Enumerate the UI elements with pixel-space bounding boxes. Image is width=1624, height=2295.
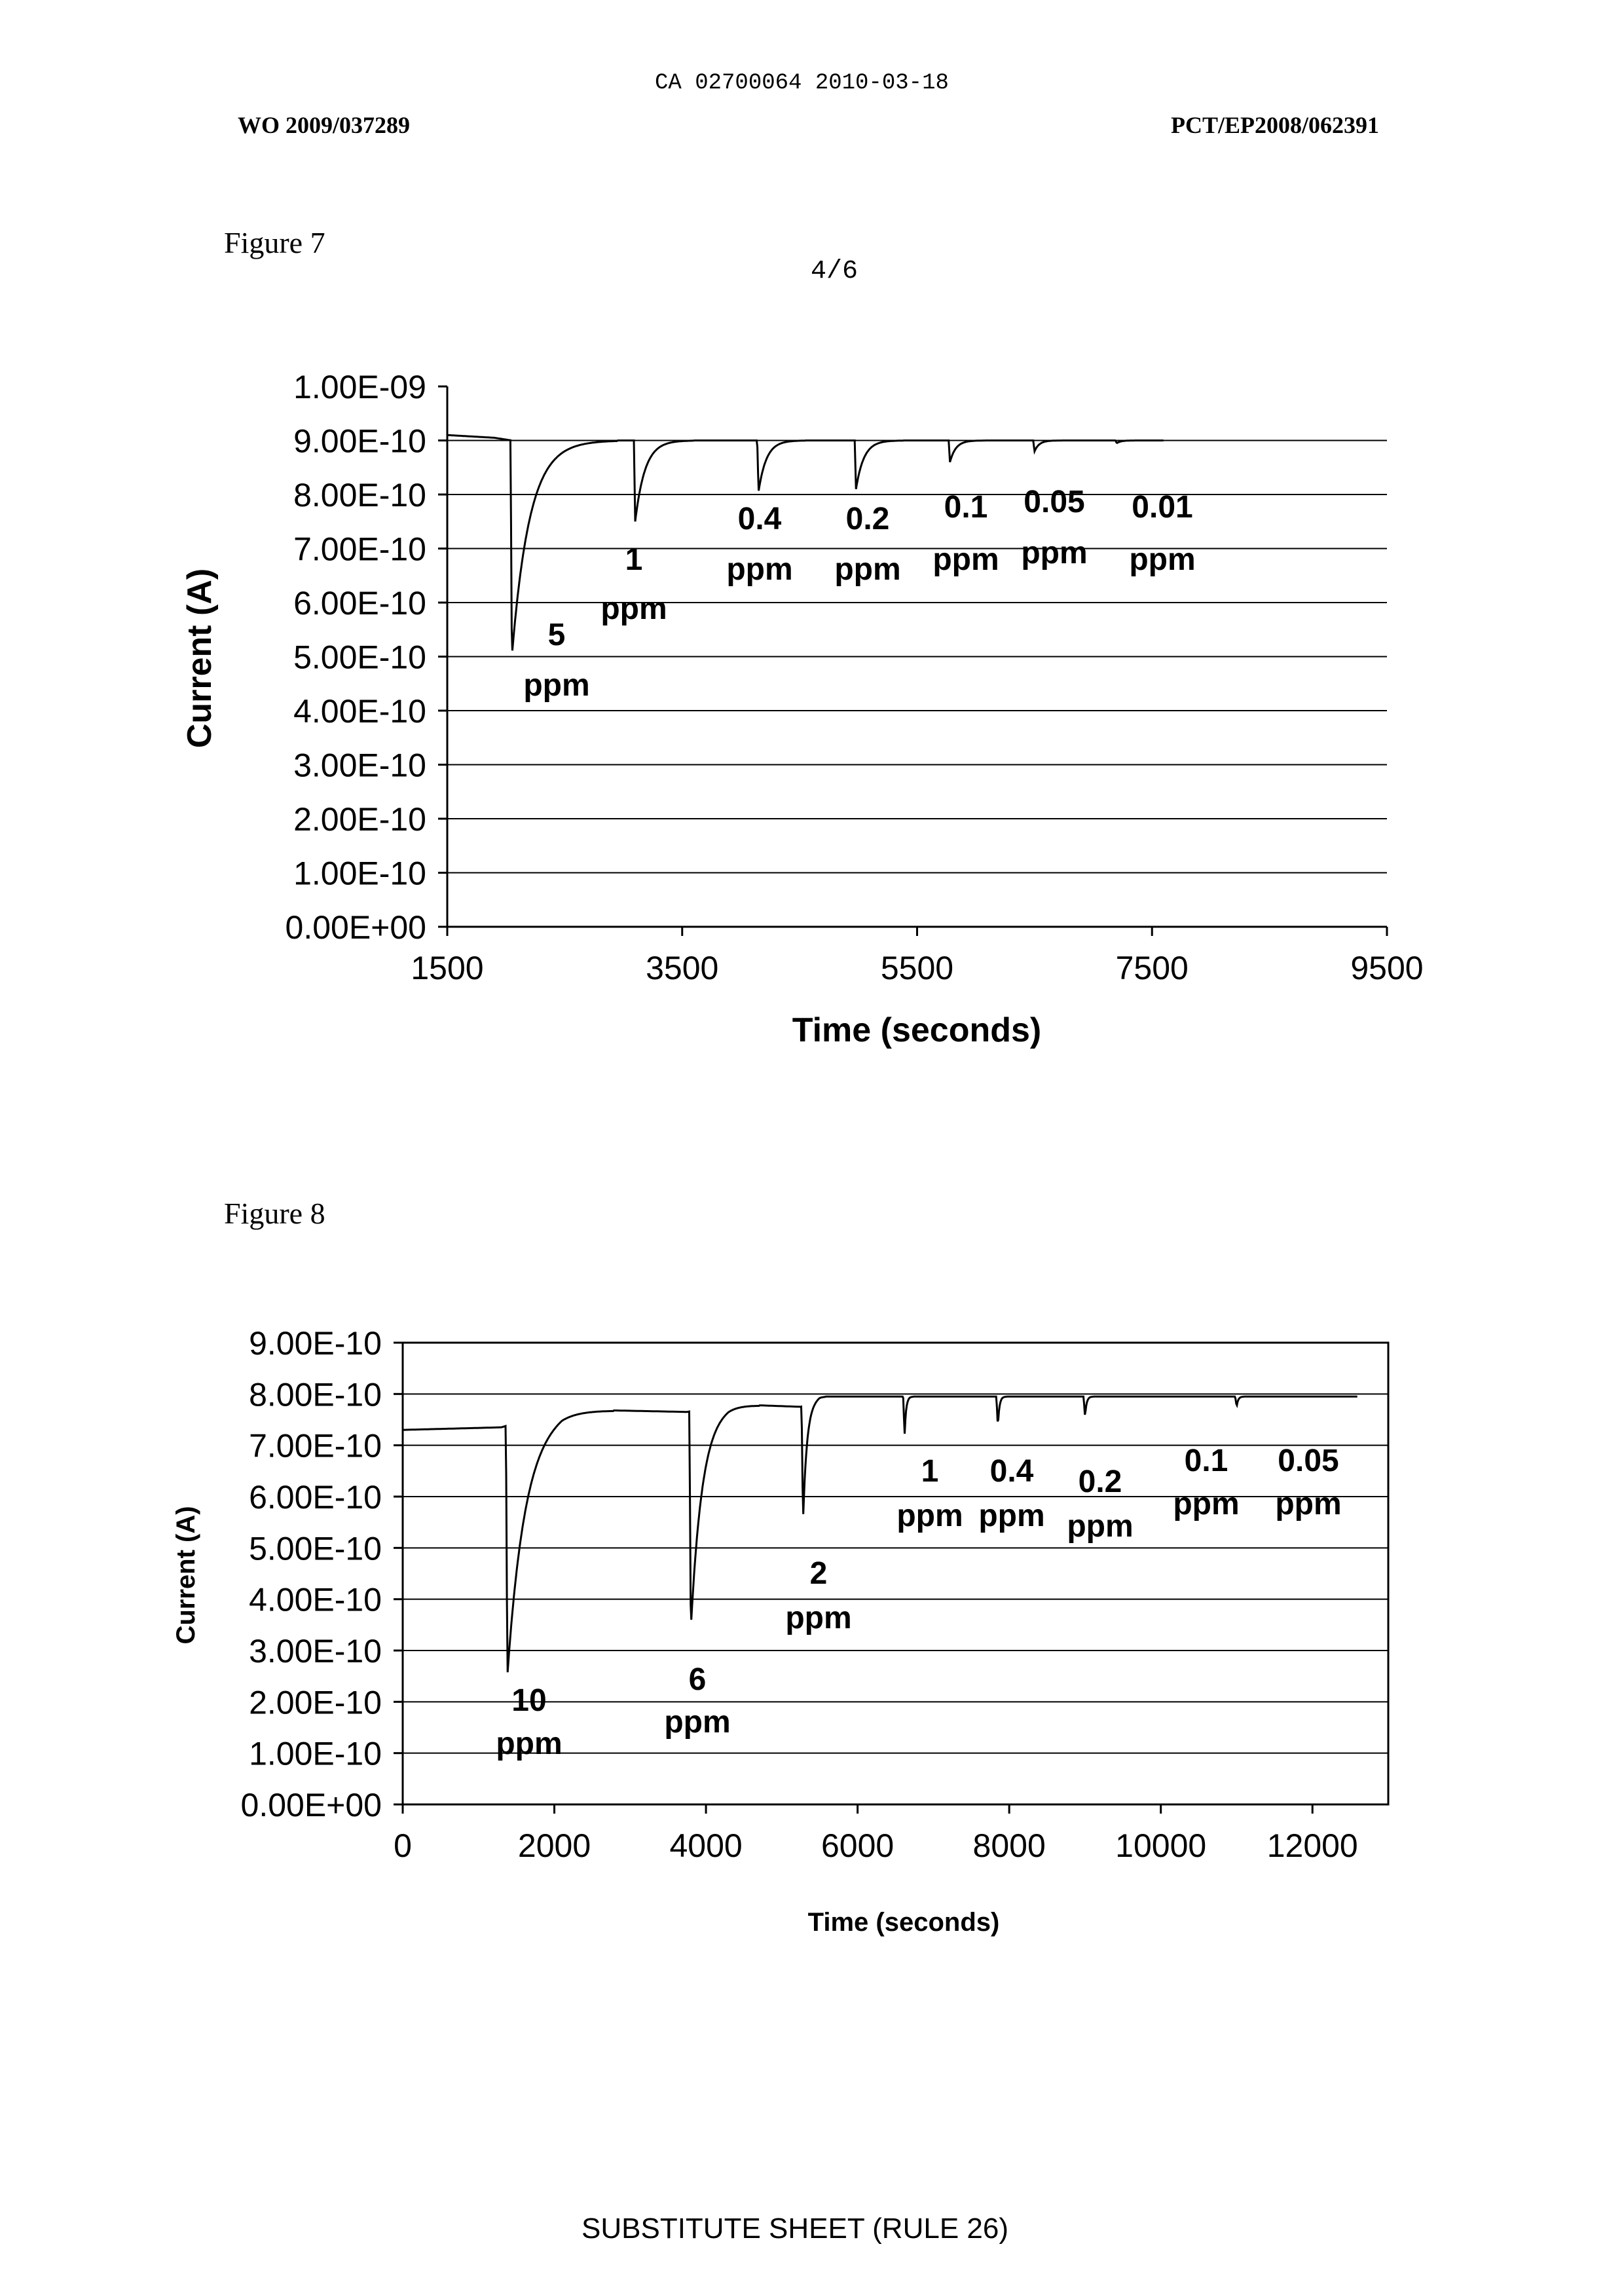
figure-8-x-tick-label: 10000 xyxy=(1115,1827,1206,1864)
figure-8-annotation-10-unit: ppm xyxy=(496,1726,562,1761)
figure-8-annotation-2-conc: 2 xyxy=(810,1556,828,1591)
figure-8-annotation-1-unit: ppm xyxy=(896,1499,963,1533)
figure-8-annotation-0.1-unit: ppm xyxy=(1173,1487,1239,1521)
figure-8-x-tick-label: 8000 xyxy=(973,1827,1046,1864)
figure-8-annotation-0.2-unit: ppm xyxy=(1067,1509,1133,1544)
figure-8-annotation-0.4-conc: 0.4 xyxy=(990,1454,1034,1489)
figure-8-x-axis-title: Time (seconds) xyxy=(808,1908,1000,1937)
figure-8-x-tick-label: 12000 xyxy=(1267,1827,1358,1864)
figure-8-annotation-0.4-unit: ppm xyxy=(978,1499,1044,1533)
figure-8-x-tick-label: 6000 xyxy=(821,1827,894,1864)
figure-8-current-trace xyxy=(403,1396,1357,1672)
figure-8-annotation-0.05-conc: 0.05 xyxy=(1278,1444,1338,1478)
figure-8-y-tick-label: 3.00E-10 xyxy=(249,1633,382,1670)
figure-8-y-tick-label: 0.00E+00 xyxy=(241,1787,382,1823)
figure-8-annotation-6-unit: ppm xyxy=(664,1705,730,1740)
figure-8-y-tick-label: 4.00E-10 xyxy=(249,1582,382,1618)
figure-8-y-tick-label: 2.00E-10 xyxy=(249,1684,382,1721)
figure-8-y-tick-label: 9.00E-10 xyxy=(249,1325,382,1362)
figure-8-y-tick-label: 1.00E-10 xyxy=(249,1736,382,1772)
figure-8-annotation-0.2-conc: 0.2 xyxy=(1079,1465,1122,1499)
figure-8-y-axis-title: Current (A) xyxy=(172,1506,200,1644)
figure-8-y-tick-label: 7.00E-10 xyxy=(249,1428,382,1465)
figure-8-annotation-0.1-conc: 0.1 xyxy=(1185,1444,1228,1478)
figure-8-x-tick-label: 4000 xyxy=(669,1827,742,1864)
figure-8-annotation-2-unit: ppm xyxy=(785,1601,851,1635)
figure-8-annotation-10-conc: 10 xyxy=(511,1683,546,1718)
footer-substitute-sheet: SUBSTITUTE SHEET (RULE 26) xyxy=(581,2212,1008,2245)
figure-8-annotation-6-conc: 6 xyxy=(689,1662,707,1697)
figure-8-y-tick-label: 8.00E-10 xyxy=(249,1376,382,1413)
figure-8-y-tick-label: 5.00E-10 xyxy=(249,1530,382,1567)
figure-8-y-tick-label: 6.00E-10 xyxy=(249,1479,382,1516)
figure-8-x-tick-label: 2000 xyxy=(518,1827,591,1864)
figure-8-annotation-1-conc: 1 xyxy=(921,1454,939,1489)
figure-8-x-tick-label: 0 xyxy=(394,1827,412,1864)
figure-8-annotation-0.05-unit: ppm xyxy=(1275,1487,1341,1521)
